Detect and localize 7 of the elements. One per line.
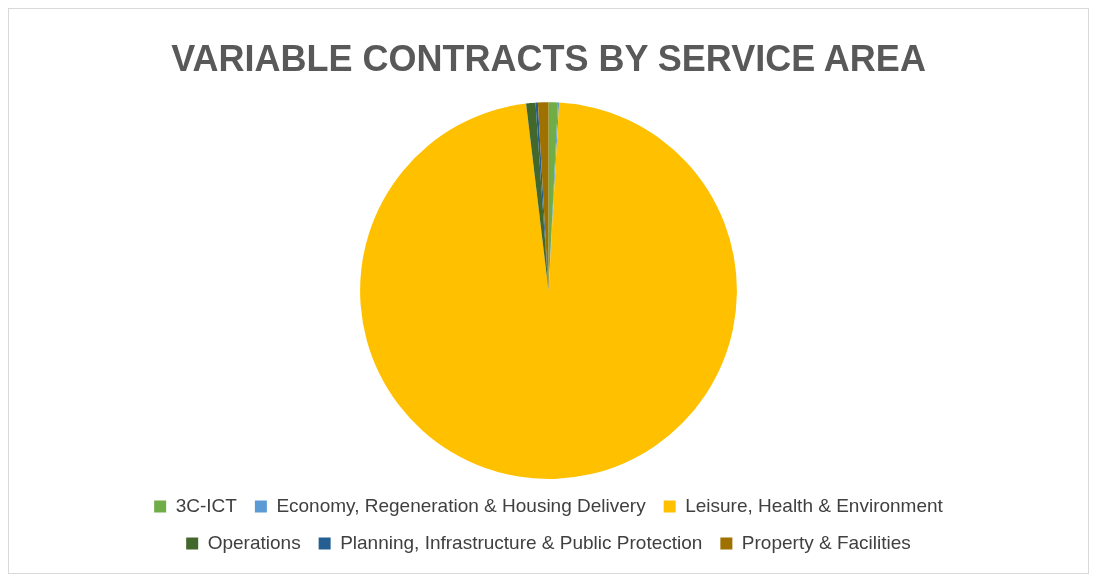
legend-label: 3C-ICT [175, 494, 238, 516]
legend-label: Planning, Infrastructure & Public Protection [340, 531, 703, 553]
legend-label: Operations [207, 531, 301, 553]
legend-label: Property & Facilities [741, 531, 911, 553]
chart-title: VARIABLE CONTRACTS BY SERVICE AREA [171, 37, 926, 79]
legend-label: Economy, Regeneration & Housing Delivery [276, 494, 647, 516]
legend-label: Leisure, Health & Environment [685, 494, 944, 516]
